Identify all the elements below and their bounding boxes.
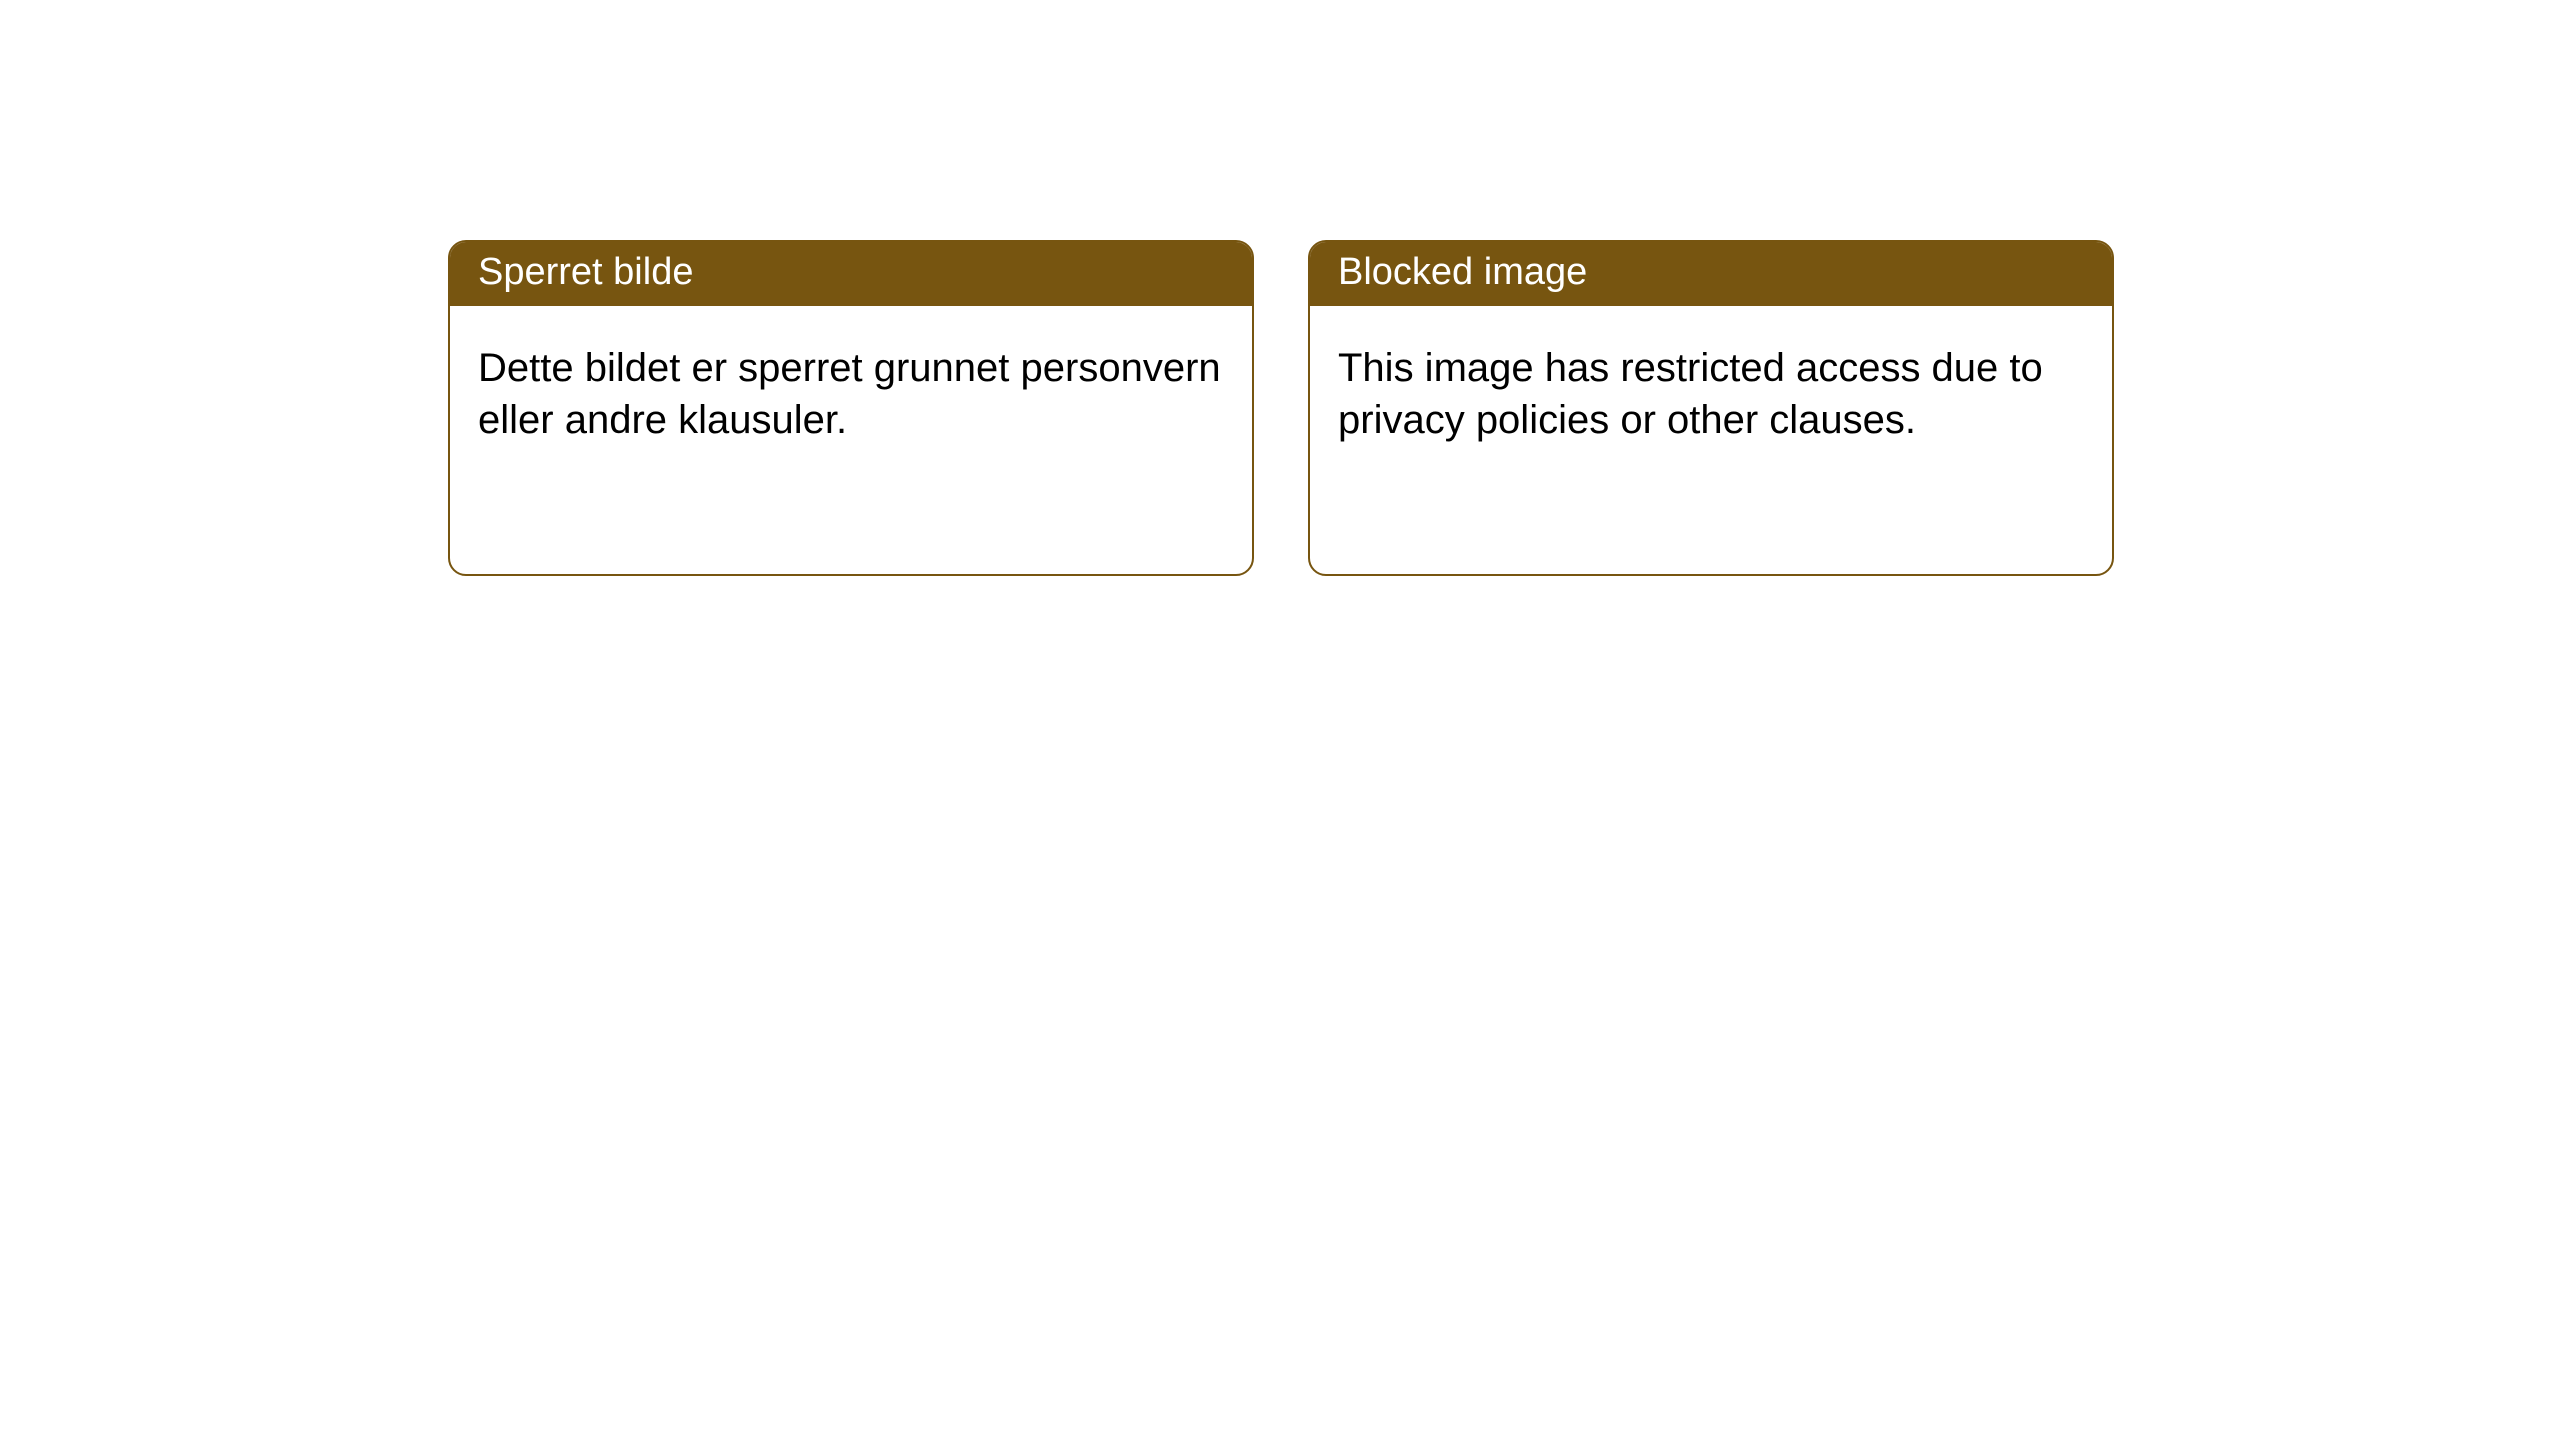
- card-body-text: This image has restricted access due to …: [1310, 306, 2112, 474]
- card-title: Blocked image: [1310, 242, 2112, 306]
- blocked-image-card-english: Blocked image This image has restricted …: [1308, 240, 2114, 576]
- card-body-text: Dette bildet er sperret grunnet personve…: [450, 306, 1252, 474]
- cards-container: Sperret bilde Dette bildet er sperret gr…: [0, 0, 2560, 576]
- blocked-image-card-norwegian: Sperret bilde Dette bildet er sperret gr…: [448, 240, 1254, 576]
- card-title: Sperret bilde: [450, 242, 1252, 306]
